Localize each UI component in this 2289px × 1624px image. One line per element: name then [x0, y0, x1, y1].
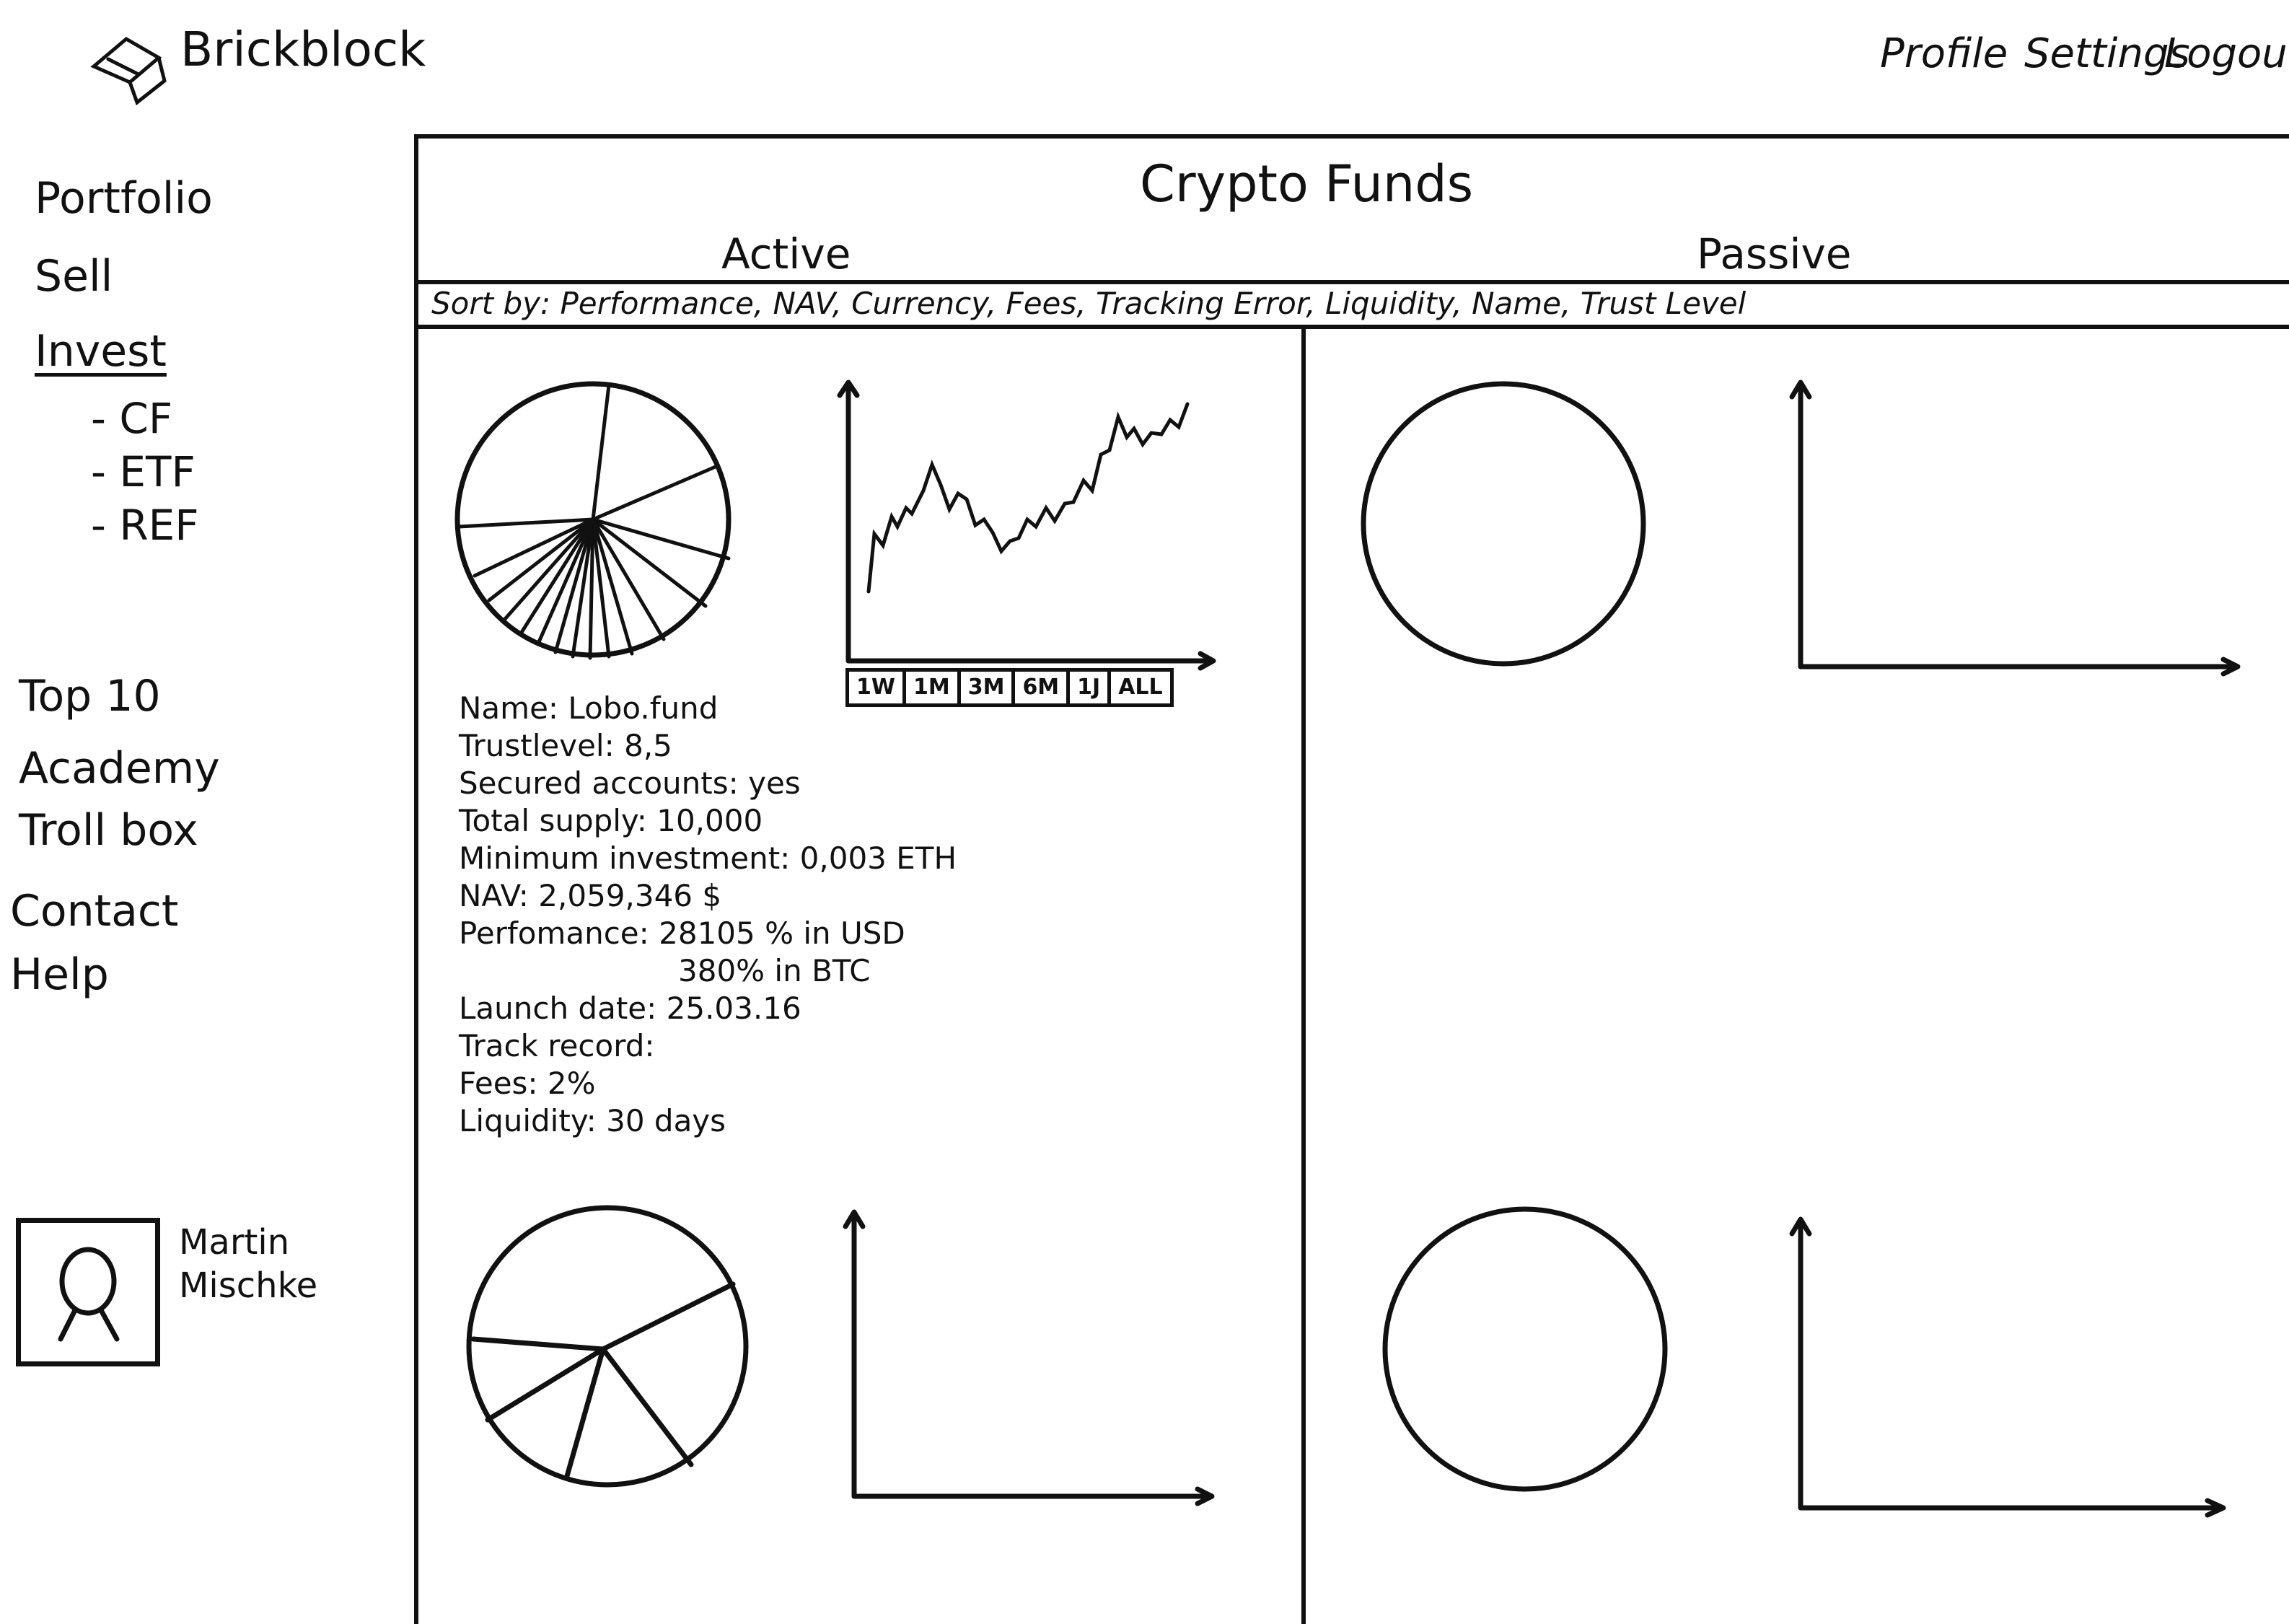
user-last-name: Mischke [179, 1265, 318, 1306]
nav-profile[interactable]: Profile [1880, 30, 2008, 77]
sort-bar-bottom-border [414, 325, 2289, 329]
fund-performance-usd: Perfomance: 28105 % in USD [459, 916, 905, 951]
fund-allocation-pie[interactable] [449, 381, 737, 670]
range-all-button[interactable]: ALL [1118, 675, 1163, 700]
range-6m-button[interactable]: 6M [1015, 672, 1071, 703]
passive-fund-line-chart[interactable] [1775, 375, 2251, 685]
fund-liquidity: Liquidity: 30 days [459, 1103, 726, 1138]
page-title: Crypto Funds [1140, 154, 1474, 214]
user-first-name: Martin [179, 1222, 290, 1263]
sidebar-item-top10[interactable]: Top 10 [19, 671, 161, 721]
brand-name[interactable]: Brickblock [180, 22, 426, 77]
time-range-selector[interactable]: 1W 1M 3M 6M 1J ALL [845, 668, 1174, 707]
main-frame-left-border [414, 134, 418, 1624]
sidebar-item-portfolio[interactable]: Portfolio [35, 173, 213, 224]
range-1j-button[interactable]: 1J [1070, 672, 1112, 703]
fund-minimum-investment: Minimum investment: 0,003 ETH [459, 840, 957, 876]
range-3m-button[interactable]: 3M [961, 672, 1016, 703]
nav-settings[interactable]: Settings [2024, 30, 2190, 77]
brick-logo-icon [90, 36, 167, 106]
main-frame-top-border [414, 134, 2289, 139]
sidebar-item-academy[interactable]: Academy [19, 743, 220, 794]
sidebar-subitem-cf[interactable]: - CF [91, 394, 173, 443]
avatar[interactable] [16, 1218, 160, 1366]
sort-bar-top-border [414, 280, 2289, 284]
fund-nav: NAV: 2,059,346 $ [459, 878, 722, 913]
fund-secured-accounts: Secured accounts: yes [459, 765, 801, 801]
sort-options[interactable]: Performance, NAV, Currency, Fees, Tracki… [560, 286, 1747, 321]
fund-line-chart-2[interactable] [822, 1205, 1226, 1508]
tab-passive[interactable]: Passive [1697, 229, 1852, 278]
person-avatar-icon [58, 1247, 120, 1342]
column-divider [1301, 326, 1306, 1624]
sidebar-item-trollbox[interactable]: Troll box [19, 805, 198, 856]
nav-logout[interactable]: Logout [2164, 30, 2289, 77]
fund-launch-date: Launch date: 25.03.16 [459, 991, 801, 1026]
fund-details: Name: Lobo.fund Trustlevel: 8,5 Secured … [459, 690, 957, 1140]
fund-trustlevel: Trustlevel: 8,5 [459, 728, 672, 763]
fund-fees: Fees: 2% [459, 1066, 596, 1101]
passive-fund-line-chart-2[interactable] [1775, 1212, 2251, 1522]
sidebar-item-sell[interactable]: Sell [35, 251, 113, 302]
sidebar-subitem-etf[interactable]: - ETF [91, 447, 195, 496]
range-1w-button[interactable]: 1W [849, 672, 906, 703]
fund-name[interactable]: Name: Lobo.fund [459, 690, 719, 726]
user-name: Martin Mischke [179, 1221, 317, 1307]
range-1m-button[interactable]: 1M [906, 672, 961, 703]
sidebar-item-invest[interactable]: Invest [35, 326, 167, 377]
sort-label: Sort by: [431, 286, 551, 321]
passive-fund-pie[interactable] [1359, 379, 1648, 668]
sidebar-subitem-ref[interactable]: - REF [91, 501, 199, 550]
tab-active[interactable]: Active [721, 229, 851, 278]
sidebar-item-help[interactable]: Help [10, 949, 109, 1000]
fund-allocation-pie-2[interactable] [466, 1205, 755, 1493]
fund-performance-btc: 380% in BTC [678, 953, 871, 988]
sidebar-item-contact[interactable]: Contact [10, 886, 179, 936]
fund-track-record: Track record: [459, 1028, 655, 1063]
fund-total-supply: Total supply: 10,000 [459, 803, 763, 838]
passive-fund-pie-2[interactable] [1381, 1205, 1669, 1493]
sort-bar[interactable]: Sort by: Performance, NAV, Currency, Fee… [431, 286, 1746, 321]
fund-performance-line-chart[interactable] [822, 375, 1226, 685]
